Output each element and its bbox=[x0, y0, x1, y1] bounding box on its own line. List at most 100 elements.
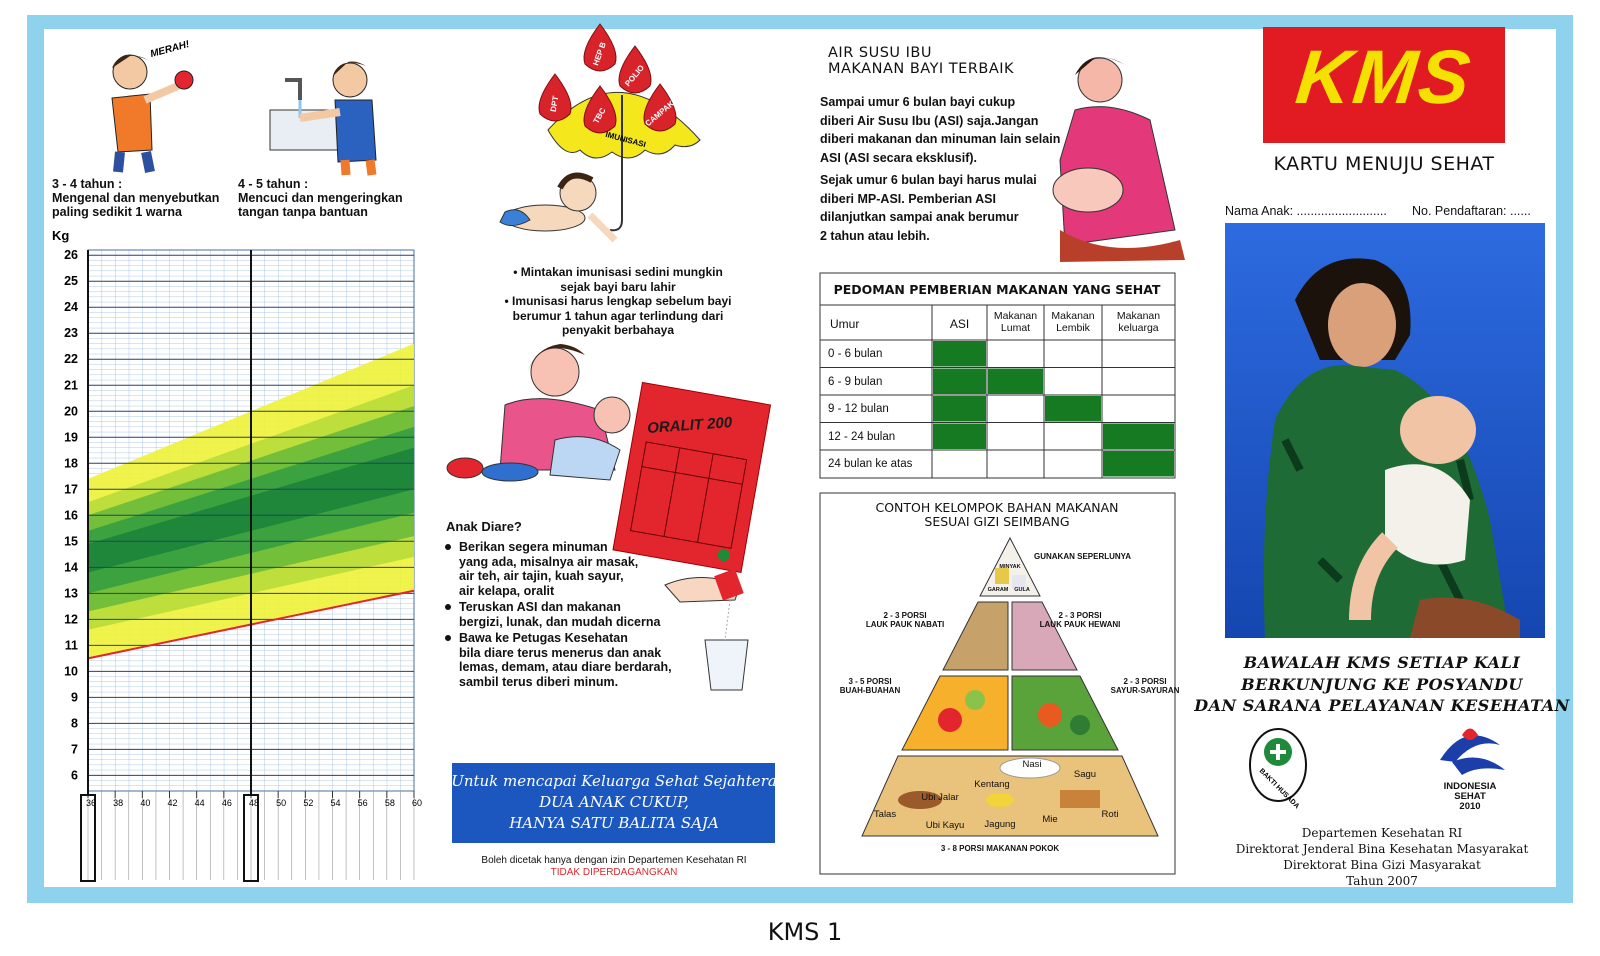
blood-drop bbox=[583, 85, 617, 134]
immunization-text: sejak bayi baru lahir bbox=[560, 279, 676, 294]
asi-text: diberi MP-ASI. Pemberian ASI bbox=[820, 191, 996, 206]
logo-bakti-husada bbox=[1249, 728, 1307, 802]
table-header: Makanan Lembik bbox=[1051, 310, 1095, 334]
y-tick-label: 11 bbox=[65, 638, 78, 652]
y-tick-label: 8 bbox=[71, 716, 78, 730]
y-tick-label: 12 bbox=[64, 612, 78, 626]
immunization-text: • Mintakan imunisasi sedini mungkin bbox=[513, 265, 723, 279]
milestone-age: 3 - 4 tahun : bbox=[52, 177, 123, 191]
diarrhea-text: bila diare terus menerus dan anak bbox=[459, 645, 662, 660]
milestone-text: tangan tanpa bantuan bbox=[238, 205, 368, 219]
logo-right-text: SEHAT bbox=[1454, 791, 1486, 802]
diarrhea-text: Teruskan ASI dan makanan bbox=[459, 600, 621, 614]
diarrhea-title: Anak Diare? bbox=[446, 519, 522, 534]
banner bbox=[452, 763, 775, 843]
drop-label: DPT bbox=[549, 95, 561, 112]
y-tick-label: 18 bbox=[64, 456, 78, 470]
illustration-mother-feeding bbox=[446, 344, 631, 482]
table-row-label: 9 - 12 bulan bbox=[828, 403, 889, 415]
cover-photo bbox=[1225, 223, 1545, 638]
illustration-boy-apple bbox=[111, 54, 194, 173]
cover-subtitle: KARTU MENUJU SEHAT bbox=[1273, 153, 1495, 175]
y-tick-label: 14 bbox=[64, 560, 78, 574]
diarrhea-text: yang ada, misalnya air masak, bbox=[459, 554, 639, 569]
table-cell-filled bbox=[933, 396, 986, 422]
pyramid-base: 3 - 8 PORSI MAKANAN POKOK bbox=[940, 844, 1060, 853]
print-note-red: TIDAK DIPERDAGANGKAN bbox=[550, 867, 678, 878]
bullet-dot bbox=[445, 604, 451, 610]
pyramid-group: 3 - 5 PORSI bbox=[848, 677, 892, 686]
form-field: No. Pendaftaran: ...... bbox=[1412, 204, 1531, 218]
blood-drop bbox=[643, 83, 677, 132]
pyramid-group: BUAH-BUAHAN bbox=[839, 686, 901, 695]
diarrhea-text: lemas, demam, atau diare berdarah, bbox=[459, 660, 672, 674]
asi-text: 2 tahun atau lebih. bbox=[820, 228, 930, 243]
food-label: Talas bbox=[873, 809, 897, 820]
bullet-dot bbox=[445, 544, 451, 550]
x-tick-label: 52 bbox=[303, 798, 313, 808]
asi-text: Sampai umur 6 bulan bayi cukup bbox=[820, 95, 1016, 109]
logo-right-text: 2010 bbox=[1459, 801, 1481, 812]
x-tick-label: 58 bbox=[385, 798, 395, 808]
table-cell-filled bbox=[933, 423, 986, 449]
x-tick-label: 56 bbox=[358, 798, 368, 808]
milestone-text: paling sedikit 1 warna bbox=[52, 205, 182, 219]
asi-text: ASI (ASI secara eksklusif). bbox=[820, 150, 978, 165]
food-label: Kentang bbox=[974, 779, 1010, 790]
x-tick-label: 50 bbox=[276, 798, 286, 808]
department: Tahun 2007 bbox=[1346, 874, 1418, 888]
immunization-text: • Imunisasi harus lengkap sebelum bayi bbox=[504, 294, 732, 308]
food-label: Sagu bbox=[1073, 769, 1097, 780]
diarrhea-text: air kelapa, oralit bbox=[459, 583, 555, 598]
immunization-text: berumur 1 tahun agar terlindung dari bbox=[512, 308, 724, 323]
oralit-card bbox=[612, 381, 772, 573]
y-axis-label: Kg bbox=[52, 228, 69, 243]
y-tick-label: 23 bbox=[64, 326, 78, 340]
y-tick-label: 6 bbox=[71, 768, 78, 782]
milestone-text: Mengenal dan menyebutkan bbox=[52, 191, 220, 205]
blood-drop bbox=[538, 73, 572, 122]
kms-logo: KMS bbox=[1292, 35, 1476, 120]
asi-text: diberi makanan dan minuman lain selain bbox=[820, 132, 1061, 146]
y-tick-label: 25 bbox=[64, 274, 78, 288]
illustration-baby bbox=[499, 172, 618, 243]
y-tick-label: 13 bbox=[64, 586, 78, 600]
pyramid-group: 2 - 3 PORSI bbox=[883, 611, 927, 620]
x-tick-label: 36 bbox=[86, 798, 96, 808]
kms-logo-box bbox=[1263, 27, 1505, 143]
table-header: ASI bbox=[949, 317, 970, 331]
y-tick-label: 16 bbox=[64, 508, 78, 522]
y-tick-label: 22 bbox=[64, 352, 78, 366]
y-tick-label: 9 bbox=[71, 690, 78, 704]
banner-text: DUA ANAK CUKUP, bbox=[539, 793, 689, 811]
x-tick-label: 60 bbox=[412, 798, 422, 808]
table-row-label: 24 bulan ke atas bbox=[828, 458, 913, 470]
banner-text: HANYA SATU BALITA SAJA bbox=[509, 814, 719, 832]
slogan: BAWALAH KMS SETIAP KALI bbox=[1243, 653, 1521, 672]
x-tick-label: 44 bbox=[195, 798, 205, 808]
diarrhea-text: Bawa ke Petugas Kesehatan bbox=[459, 631, 628, 645]
illustration-boy-washing bbox=[269, 61, 377, 176]
immunization-text: penyakit berbahaya bbox=[561, 323, 675, 337]
y-tick-label: 20 bbox=[64, 404, 78, 418]
table-cell-filled bbox=[933, 341, 986, 367]
logo-indonesia-sehat bbox=[1440, 728, 1505, 775]
pyramid-group: LAUK PAUK HEWANI bbox=[1039, 620, 1121, 629]
slogan: BERKUNJUNG KE POSYANDU bbox=[1241, 674, 1523, 694]
table-cell-filled bbox=[988, 368, 1043, 394]
x-tick-label: 46 bbox=[222, 798, 232, 808]
pyramid-title: CONTOH KELOMPOK BAHAN MAKANAN bbox=[875, 500, 1119, 515]
asi-title: MAKANAN BAYI TERBAIK bbox=[828, 61, 1015, 77]
food-label: Ubi Jalar bbox=[921, 792, 959, 803]
banner-text: Untuk mencapai Keluarga Sehat Sejahtera bbox=[451, 772, 777, 790]
y-tick-label: 26 bbox=[64, 248, 78, 262]
pyramid-group: 2 - 3 PORSI bbox=[1058, 611, 1102, 620]
table-title: PEDOMAN PEMBERIAN MAKANAN YANG SEHAT bbox=[833, 282, 1161, 297]
illustration-mother-baby bbox=[1052, 57, 1185, 262]
illustration-glass bbox=[664, 568, 749, 691]
year-box bbox=[243, 794, 259, 882]
form-field: Nama Anak: .......................... bbox=[1225, 204, 1387, 218]
pyramid-label: GUNAKAN SEPERLUNYA bbox=[1034, 552, 1132, 561]
pyramid-group: LAUK PAUK NABATI bbox=[865, 620, 945, 629]
